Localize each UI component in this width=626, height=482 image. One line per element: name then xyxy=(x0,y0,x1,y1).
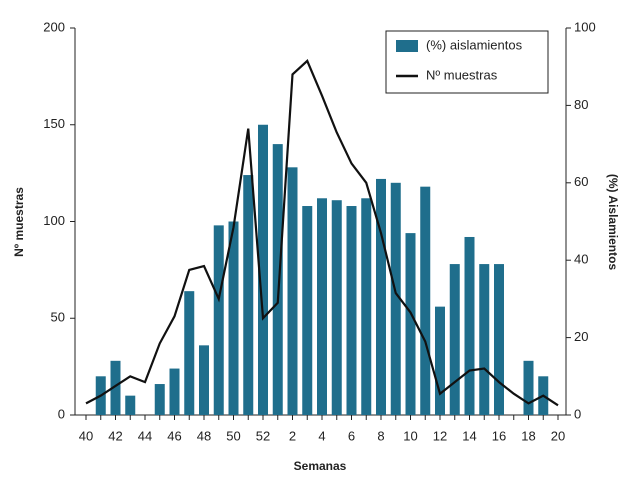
legend-label: Nº muestras xyxy=(426,67,498,82)
x-tick-label: 42 xyxy=(108,428,122,443)
x-axis-title: Semanas xyxy=(294,459,347,473)
bar xyxy=(228,221,239,415)
bar xyxy=(435,306,445,415)
x-tick-label: 40 xyxy=(79,428,93,443)
bar xyxy=(258,124,268,415)
x-tick-label: 20 xyxy=(551,428,565,443)
x-tick-label: 50 xyxy=(226,428,240,443)
bar xyxy=(184,291,195,415)
y-tick-label: 150 xyxy=(43,116,65,131)
bar xyxy=(494,264,504,415)
x-tick-label: 4 xyxy=(318,428,325,443)
x-tick-label: 10 xyxy=(403,428,417,443)
x-tick-label: 18 xyxy=(521,428,535,443)
y2-tick-label: 40 xyxy=(574,252,588,267)
x-tick-label: 48 xyxy=(197,428,211,443)
x-tick-label: 8 xyxy=(377,428,384,443)
y-axis-title: Nº muestras xyxy=(12,187,26,257)
bar xyxy=(449,264,460,415)
legend-swatch xyxy=(396,40,418,52)
bar xyxy=(243,175,254,415)
bar xyxy=(464,236,475,415)
y-tick-label: 100 xyxy=(43,213,65,228)
x-tick-label: 44 xyxy=(138,428,152,443)
bar xyxy=(213,225,224,415)
y-tick-label: 50 xyxy=(51,310,65,325)
bar xyxy=(331,200,342,415)
bar xyxy=(376,178,386,415)
bar xyxy=(110,360,121,415)
bar xyxy=(287,167,298,415)
y2-tick-label: 80 xyxy=(574,97,588,112)
y2-axis-title: (%) Aislamientos xyxy=(606,174,620,271)
bar xyxy=(390,182,401,415)
bar xyxy=(125,395,136,415)
y2-tick-label: 20 xyxy=(574,329,588,344)
x-tick-label: 46 xyxy=(167,428,181,443)
y2-tick-label: 60 xyxy=(574,174,588,189)
bar xyxy=(154,384,165,415)
x-tick-label: 14 xyxy=(462,428,476,443)
bar xyxy=(523,360,534,415)
bar xyxy=(272,144,283,415)
bar xyxy=(361,198,372,415)
x-tick-label: 16 xyxy=(492,428,506,443)
y2-tick-label: 0 xyxy=(574,406,581,421)
y2-tick-label: 100 xyxy=(574,19,596,34)
line xyxy=(85,59,559,407)
bar xyxy=(405,233,416,415)
bar xyxy=(199,345,209,415)
bar xyxy=(420,186,431,415)
bar xyxy=(346,206,357,415)
bar xyxy=(317,198,327,415)
bar xyxy=(302,206,313,415)
y-tick-label: 200 xyxy=(43,19,65,34)
x-tick-label: 2 xyxy=(289,428,296,443)
bar xyxy=(479,264,490,415)
x-tick-label: 52 xyxy=(256,428,270,443)
x-tick-label: 6 xyxy=(348,428,355,443)
y-tick-label: 0 xyxy=(58,406,65,421)
legend-label: (%) aislamientos xyxy=(426,37,523,52)
x-tick-label: 12 xyxy=(433,428,447,443)
bar xyxy=(169,368,180,415)
